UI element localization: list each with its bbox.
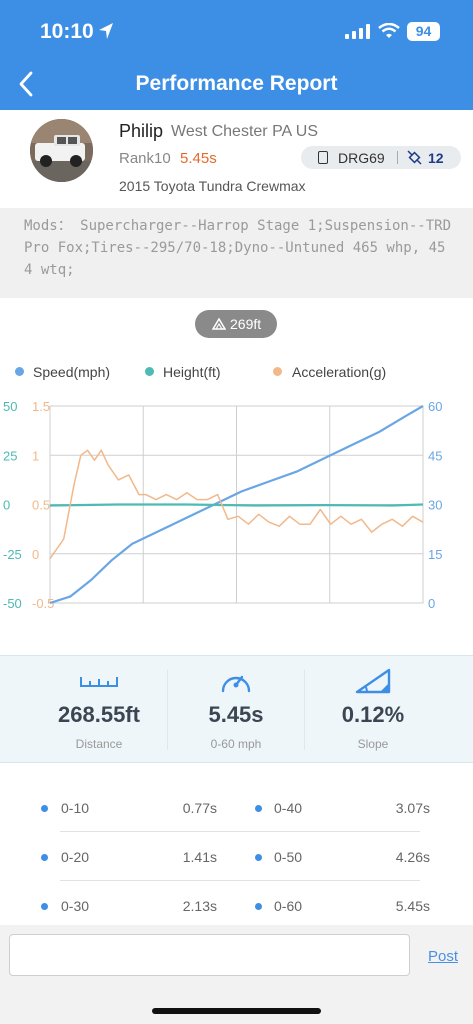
device-badge[interactable]: DRG69 12 bbox=[301, 146, 461, 169]
split-time: 4.26s bbox=[395, 849, 430, 865]
y-tick-label-speed: 45 bbox=[428, 448, 442, 463]
y-tick-label-height: 0 bbox=[3, 498, 10, 513]
series-line-speed bbox=[49, 405, 424, 605]
split-time: 0.77s bbox=[182, 800, 217, 816]
distance-value: 268.55ft bbox=[58, 702, 140, 727]
y-tick-label-height: -50 bbox=[3, 596, 22, 611]
slope-label: Slope bbox=[357, 737, 389, 751]
y-tick-label-height: 25 bbox=[3, 448, 17, 463]
truck-photo-image bbox=[30, 119, 93, 182]
y-tick-label-speed: 0 bbox=[428, 596, 435, 611]
split-dot bbox=[41, 903, 48, 910]
status-time: 10:10 bbox=[40, 20, 94, 43]
split-time: 5.45s bbox=[395, 898, 430, 914]
post-button[interactable]: Post bbox=[428, 948, 459, 965]
split-range: 0-30 bbox=[61, 898, 90, 914]
y-tick-label-acceleration: 1 bbox=[32, 448, 39, 463]
stats-divider bbox=[304, 670, 305, 750]
distance-pill[interactable]: 269ft bbox=[195, 310, 277, 338]
wifi-icon bbox=[378, 23, 400, 38]
satellite-icon bbox=[407, 150, 422, 165]
split-time: 3.07s bbox=[395, 800, 430, 816]
app-header: 10:10 94 Performance Report bbox=[0, 0, 473, 110]
split-divider bbox=[60, 831, 420, 832]
badge-count: 12 bbox=[428, 150, 444, 166]
split-divider bbox=[60, 880, 420, 881]
legend-speed[interactable]: Speed(mph) bbox=[33, 364, 111, 380]
split-range: 0-50 bbox=[274, 849, 303, 865]
split-range: 0-60 bbox=[274, 898, 303, 914]
user-name: Philip bbox=[119, 121, 164, 141]
user-location: West Chester PA US bbox=[171, 123, 319, 140]
split-dot bbox=[255, 805, 262, 812]
series-line-height bbox=[49, 503, 424, 507]
device-code: DRG69 bbox=[338, 150, 385, 166]
y-tick-label-acceleration: 0.5 bbox=[32, 498, 50, 513]
split-dot bbox=[255, 854, 262, 861]
legend-acceleration-dot bbox=[273, 367, 282, 376]
y-tick-label-speed: 15 bbox=[428, 547, 442, 562]
split-range: 0-40 bbox=[274, 800, 303, 816]
y-tick-label-acceleration: 0 bbox=[32, 547, 39, 562]
split-dot bbox=[41, 854, 48, 861]
slope-value: 0.12% bbox=[341, 702, 405, 727]
legend-speed-dot bbox=[15, 367, 24, 376]
back-chevron-icon[interactable] bbox=[16, 70, 40, 98]
y-tick-label-acceleration: 1.5 bbox=[32, 399, 50, 414]
slope-icon bbox=[355, 668, 391, 694]
split-dot bbox=[41, 805, 48, 812]
comment-input[interactable] bbox=[9, 934, 410, 976]
split-range: 0-10 bbox=[61, 800, 90, 816]
split-time: 2.13s bbox=[182, 898, 217, 914]
speedometer-icon bbox=[221, 675, 251, 693]
rank-label: Rank10 bbox=[119, 150, 171, 167]
zero-sixty-label: 0-60 mph bbox=[210, 737, 262, 751]
avatar[interactable] bbox=[30, 119, 93, 182]
y-tick-label-height: 50 bbox=[3, 399, 17, 414]
vehicle-name: 2015 Toyota Tundra Crewmax bbox=[119, 178, 306, 194]
distance-label: Distance bbox=[75, 737, 123, 751]
y-tick-label-speed: 60 bbox=[428, 399, 442, 414]
legend-acceleration[interactable]: Acceleration(g) bbox=[292, 364, 387, 380]
distance-pill-label: 269ft bbox=[230, 316, 262, 332]
series-line-acceleration bbox=[49, 449, 424, 560]
home-indicator[interactable] bbox=[152, 1008, 321, 1014]
ruler-icon bbox=[80, 677, 118, 687]
split-time: 1.41s bbox=[182, 849, 217, 865]
split-range: 0-20 bbox=[61, 849, 90, 865]
zero-sixty-value: 5.45s bbox=[208, 702, 264, 727]
phone-icon bbox=[318, 151, 328, 164]
y-tick-label-speed: 30 bbox=[428, 498, 442, 513]
page-title: Performance Report bbox=[135, 72, 338, 95]
y-tick-label-height: -25 bbox=[3, 547, 22, 562]
legend-height[interactable]: Height(ft) bbox=[163, 364, 221, 380]
mountain-icon bbox=[212, 318, 226, 330]
stats-divider bbox=[167, 670, 168, 750]
performance-chart[interactable]: 50 25 0 -25 -50 1.5 1 0.5 0 -0.5 60 45 30 15 0 bbox=[0, 395, 473, 615]
legend-height-dot bbox=[145, 367, 154, 376]
location-arrow-icon bbox=[99, 23, 113, 39]
badge-divider bbox=[397, 151, 398, 164]
y-tick-label-acceleration: -0.5 bbox=[32, 596, 54, 611]
split-dot bbox=[255, 903, 262, 910]
rank-time: 5.45s bbox=[180, 150, 217, 167]
battery-indicator: 94 bbox=[407, 22, 440, 41]
stats-panel: 268.55ft Distance 5.45s 0-60 mph 0.12% S… bbox=[0, 655, 473, 763]
mods-description: Mods： Supercharger--Harrop Stage 1;Suspe… bbox=[0, 208, 473, 298]
cellular-signal-icon bbox=[345, 24, 370, 39]
